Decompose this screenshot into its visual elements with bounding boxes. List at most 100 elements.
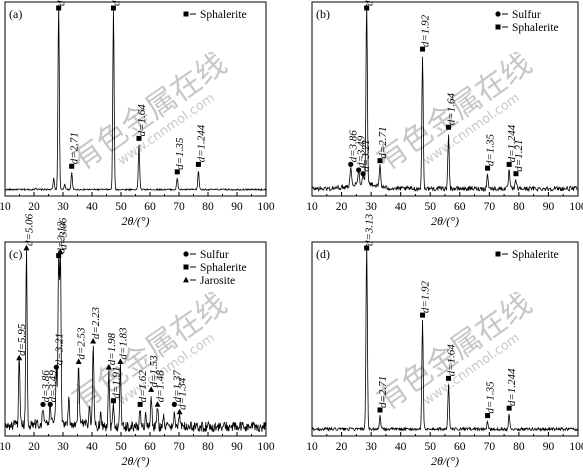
x-tick-label: 90 (543, 201, 555, 213)
legend-marker-square (183, 264, 189, 270)
peak-marker-triangle (57, 248, 64, 255)
legend-marker-square (183, 11, 189, 17)
xrd-spectrum-line (4, 250, 267, 433)
x-tick-label: 80 (202, 201, 214, 213)
peak-label: d=1.37 (171, 370, 183, 403)
legend-label: Sphalerite (200, 9, 247, 21)
peak-marker-square (420, 312, 426, 318)
xrd-spectrum-line (311, 243, 579, 433)
peak-label: d=1.91 (110, 366, 122, 398)
peak-label: d=1.53 (148, 355, 160, 388)
watermark-text: 有色金属在线 (66, 46, 234, 178)
x-tick-label: 30 (57, 201, 69, 213)
peak-label: d=3.13 (364, 0, 376, 6)
x-tick-label: 50 (424, 441, 436, 453)
x-axis-label: 2θ/(°) (121, 454, 149, 468)
peak-label: d=2.71 (377, 126, 389, 158)
legend-marker-circle (495, 11, 501, 17)
panel-label: (d) (316, 247, 330, 261)
peak-marker-triangle (148, 386, 155, 392)
legend-marker-circle (183, 251, 189, 257)
x-tick-label: 40 (86, 441, 98, 453)
x-tick-label: 50 (424, 201, 436, 213)
peak-label: d=3.49 (47, 370, 59, 403)
x-tick-label: 20 (336, 201, 348, 213)
peak-marker-triangle (75, 358, 82, 365)
x-tick-label: 80 (513, 201, 525, 213)
x-tick-label: 70 (173, 201, 185, 213)
peak-marker-square (513, 171, 519, 177)
peak-label: d=1.92 (420, 14, 432, 47)
peak-marker-circle (47, 401, 53, 407)
peak-marker-circle (53, 364, 59, 370)
peak-label: d=3.86 (348, 130, 360, 163)
x-tick-label: 10 (306, 201, 318, 213)
x-axis-label: 2θ/(°) (431, 454, 459, 468)
x-tick-label: 90 (231, 441, 243, 453)
peak-label: d=1.34 (177, 377, 189, 410)
peak-label: d=1.64 (136, 104, 148, 137)
peak-label: d=2.53 (76, 327, 88, 360)
peak-marker-square (446, 124, 452, 130)
peak-label: d=2.23 (90, 306, 102, 339)
peak-label: d=3.06 (57, 217, 69, 250)
peak-label: d=1.62 (137, 370, 149, 403)
x-tick-label: 40 (395, 441, 407, 453)
x-tick-label: 100 (257, 201, 275, 213)
panel-label: (b) (316, 7, 330, 21)
peak-label: d=2.71 (69, 132, 81, 164)
legend-label: Sulfur (200, 249, 229, 261)
peak-label: d=1.244 (195, 124, 207, 162)
panel-label: (a) (9, 7, 22, 21)
peak-marker-circle (356, 167, 362, 173)
x-tick-label: 60 (144, 441, 156, 453)
peak-label: d=1.64 (446, 344, 458, 377)
peak-marker-square (110, 5, 116, 11)
peak-marker-circle (171, 401, 177, 407)
x-tick-label: 100 (257, 441, 275, 453)
peak-marker-triangle (16, 354, 23, 361)
xrd-panel-d: 10 20 30 40 50 60 70 80 90 100 2θ/(°) (d) Sphalerite… (306, 213, 583, 468)
peak-marker-circle (348, 161, 354, 167)
peak-marker-square (485, 165, 491, 171)
peak-label: d=1.92 (110, 0, 122, 6)
peak-marker-square (56, 5, 62, 11)
x-tick-label: 80 (202, 441, 214, 453)
peak-label: d=1.244 (506, 368, 518, 406)
peak-marker-square (377, 407, 383, 413)
peak-label: d=1.21 (513, 140, 525, 172)
x-tick-label: 60 (454, 441, 466, 453)
peak-label: d=1.98 (106, 333, 118, 366)
x-tick-label: 100 (569, 201, 583, 213)
legend-marker-square (495, 251, 501, 257)
peak-marker-square (195, 161, 201, 167)
legend-label: Jarosite (200, 275, 235, 287)
peak-label: d=1.35 (174, 137, 186, 170)
x-tick-label: 20 (336, 441, 348, 453)
x-tick-label: 30 (57, 441, 69, 453)
peak-label: d=1.244 (506, 124, 518, 162)
x-tick-label: 20 (28, 441, 40, 453)
peak-label: d=2.71 (377, 376, 389, 408)
x-tick-label: 60 (144, 201, 156, 213)
peak-marker-square (137, 401, 143, 407)
x-tick-label: 50 (115, 201, 127, 213)
peak-marker-square (377, 158, 383, 164)
legend-label: Sphalerite (200, 262, 247, 274)
x-tick-label: 80 (513, 441, 525, 453)
x-axis-label: 2θ/(°) (431, 214, 459, 228)
x-axis-label: 2θ/(°) (121, 214, 149, 228)
peak-label: d=3.12 (56, 221, 68, 254)
x-tick-label: 10 (0, 441, 11, 453)
x-tick-label: 60 (454, 201, 466, 213)
peak-label: d=3.49 (356, 135, 368, 168)
peak-marker-square (110, 398, 116, 404)
peak-label: d=1.64 (446, 93, 458, 126)
x-tick-label: 10 (0, 201, 11, 213)
legend-marker-square (495, 24, 501, 30)
peak-label: d=1.83 (117, 327, 129, 360)
peak-marker-triangle (90, 337, 97, 344)
x-tick-label: 20 (28, 201, 40, 213)
